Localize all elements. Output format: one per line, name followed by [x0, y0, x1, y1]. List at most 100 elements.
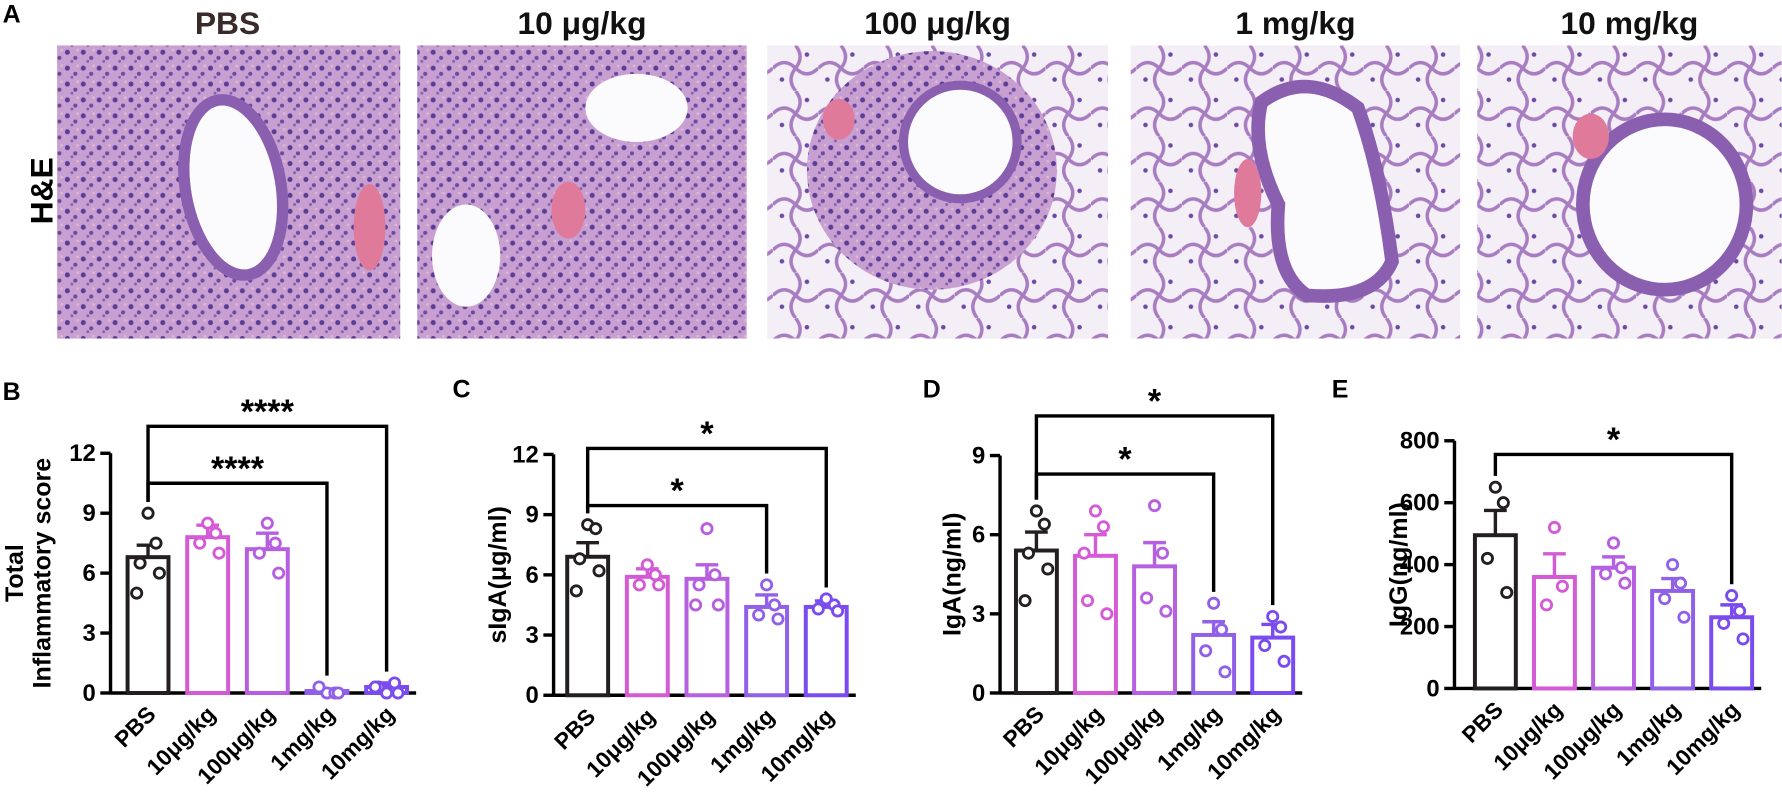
y-tick-label: 400	[1400, 552, 1440, 579]
data-point	[331, 686, 345, 700]
data-point	[1618, 576, 1632, 590]
significance-bracket	[1034, 414, 1275, 606]
column-title: 10 μg/kg	[517, 5, 646, 41]
data-point	[260, 516, 274, 530]
data-point	[689, 598, 703, 612]
y-tick-label: 9	[972, 443, 985, 470]
error-bar	[1025, 530, 1048, 551]
data-point	[760, 578, 774, 592]
data-point	[1199, 644, 1213, 658]
data-point	[632, 578, 646, 592]
data-point	[1496, 496, 1510, 510]
y-tick-label: 200	[1400, 613, 1440, 640]
bar	[803, 604, 849, 698]
panel-label: C	[452, 376, 470, 404]
bar	[1532, 575, 1577, 691]
y-tick-label: 600	[1400, 490, 1440, 517]
bar	[565, 554, 611, 698]
y-tick-label: 12	[512, 441, 539, 468]
data-point	[1500, 585, 1514, 600]
panel-label: E	[1332, 376, 1349, 404]
bar	[185, 535, 231, 695]
significance-label: *	[671, 472, 685, 510]
y-tick-label: 0	[526, 682, 539, 709]
y-tick-label: 12	[69, 440, 96, 467]
data-point	[1096, 520, 1110, 534]
data-point	[1215, 623, 1229, 637]
error-bar	[1602, 555, 1625, 568]
data-point	[1088, 504, 1103, 518]
data-point	[1155, 546, 1170, 560]
data-point	[1480, 551, 1494, 565]
data-point	[252, 546, 266, 560]
x-tick-label: PBS	[998, 701, 1049, 752]
y-tick-label: 6	[83, 560, 96, 587]
data-point	[1555, 579, 1569, 593]
data-point	[711, 598, 725, 612]
data-point	[193, 536, 207, 550]
significance-bracket	[1034, 472, 1216, 592]
data-point	[569, 584, 583, 598]
data-point	[1277, 654, 1291, 668]
bar	[1132, 564, 1177, 695]
data-point	[1717, 616, 1731, 630]
bar	[624, 574, 670, 698]
data-point	[1539, 598, 1554, 612]
data-point	[149, 536, 163, 550]
y-tick-label: 9	[83, 500, 96, 527]
data-point	[1140, 591, 1154, 605]
error-bar	[1084, 532, 1107, 556]
data-point	[589, 522, 603, 536]
data-point	[1037, 517, 1051, 531]
data-point	[368, 680, 382, 694]
data-point	[1021, 546, 1035, 560]
panel-label: D	[923, 376, 941, 404]
data-point	[1614, 561, 1629, 575]
data-point	[141, 506, 155, 520]
data-point	[640, 558, 654, 572]
data-point	[1606, 536, 1621, 550]
y-tick-label: 3	[972, 601, 985, 628]
data-point	[1081, 594, 1095, 608]
error-bar	[576, 541, 600, 557]
data-point	[708, 568, 722, 582]
error-bar	[1543, 552, 1566, 577]
data-point	[1666, 558, 1680, 572]
data-point	[152, 566, 166, 580]
data-point	[573, 552, 587, 566]
y-axis-label: Total	[1, 544, 29, 602]
data-point	[1674, 576, 1688, 590]
data-point	[1658, 592, 1672, 606]
data-point	[1274, 620, 1288, 634]
error-bar	[1143, 540, 1166, 567]
histology	[57, 45, 1782, 339]
data-point	[1266, 609, 1280, 624]
stain-label: H&E	[24, 157, 60, 224]
error-bar	[255, 531, 279, 550]
data-point	[1599, 567, 1613, 581]
bar	[1073, 553, 1118, 695]
y-tick-label: 0	[972, 680, 985, 707]
data-point	[1258, 638, 1272, 653]
error-bar	[1202, 620, 1225, 635]
panel-label: A	[3, 1, 21, 29]
data-point	[209, 526, 223, 540]
bar	[1709, 615, 1755, 691]
data-point	[1733, 604, 1747, 618]
y-tick-label: 3	[526, 622, 539, 649]
data-point	[201, 516, 215, 530]
y-axis-label: sIgA(μg/ml)	[484, 506, 512, 643]
significance-bracket	[146, 424, 389, 672]
data-point	[768, 598, 782, 612]
data-point	[212, 546, 226, 560]
data-point	[1041, 562, 1055, 576]
y-tick-label: 9	[526, 502, 539, 529]
error-bar	[695, 563, 719, 579]
data-point	[1547, 520, 1561, 534]
significance-label: *	[1118, 441, 1132, 479]
data-point	[1148, 499, 1162, 513]
y-axis-label: IgA(ng/ml)	[938, 513, 966, 637]
data-point	[1207, 596, 1221, 610]
y-axis-label: Inflammatory score	[28, 458, 56, 689]
